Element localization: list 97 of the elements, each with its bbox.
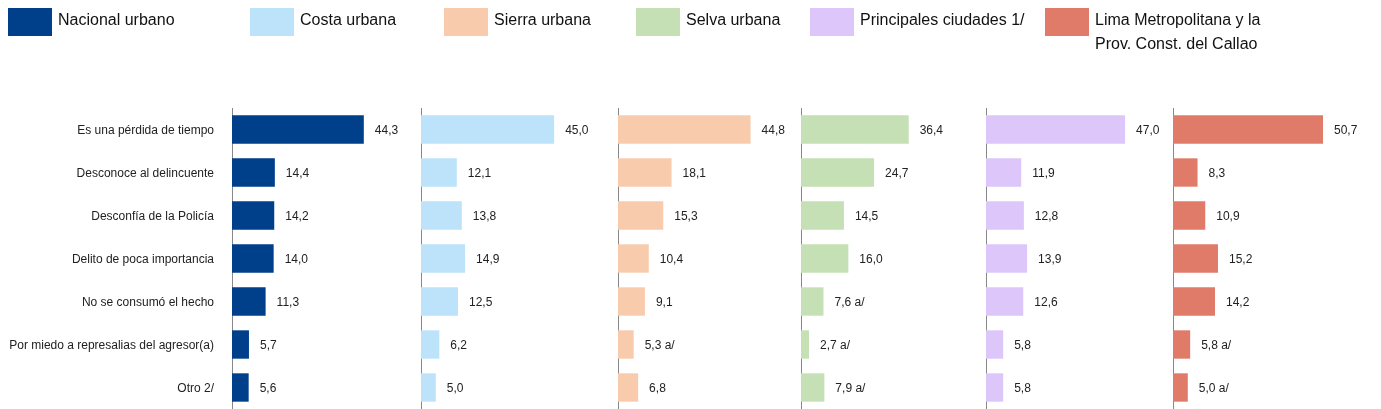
bar xyxy=(1173,115,1323,144)
bar xyxy=(232,115,364,144)
data-label: 12,1 xyxy=(467,165,492,180)
bar xyxy=(1173,201,1206,230)
bar xyxy=(801,244,849,273)
data-label: 18,1 xyxy=(682,165,707,180)
y-tick-label: Desconfía de la Policía xyxy=(91,208,215,223)
bar xyxy=(232,373,249,402)
bar xyxy=(421,158,457,187)
y-tick-label: Es una pérdida de tiempo xyxy=(77,122,215,137)
data-label: 44,8 xyxy=(761,122,786,137)
data-label: 45,0 xyxy=(565,122,589,137)
bar xyxy=(618,115,751,144)
data-label: 5,0 xyxy=(446,380,464,395)
y-tick-label: Otro 2/ xyxy=(177,380,215,395)
data-label: 2,7 a/ xyxy=(819,337,851,352)
data-label: 5,8 a/ xyxy=(1201,337,1232,352)
data-label: 14,2 xyxy=(285,208,309,223)
data-label: 14,5 xyxy=(854,208,879,223)
bar xyxy=(1173,158,1198,187)
data-label: 12,8 xyxy=(1034,208,1059,223)
data-label: 9,1 xyxy=(655,294,673,309)
bar xyxy=(421,373,436,402)
data-label: 24,7 xyxy=(885,165,909,180)
bar xyxy=(232,201,275,230)
legend-label: Sierra urbana xyxy=(494,10,591,30)
data-label: 14,4 xyxy=(285,165,310,180)
data-label: 5,6 xyxy=(259,380,277,395)
bar xyxy=(618,373,639,402)
legend-label: Principales ciudades 1/ xyxy=(860,10,1025,30)
bar xyxy=(1173,287,1216,316)
data-label: 14,9 xyxy=(476,251,500,266)
data-label: 12,6 xyxy=(1034,294,1058,309)
bar xyxy=(618,201,664,230)
bar xyxy=(801,115,909,144)
bar xyxy=(986,244,1028,273)
data-label: 10,4 xyxy=(659,251,684,266)
data-label: 5,8 xyxy=(1014,380,1032,395)
bar xyxy=(421,115,555,144)
bar xyxy=(1173,244,1218,273)
data-label: 6,2 xyxy=(450,337,468,352)
bar xyxy=(986,287,1024,316)
bar xyxy=(618,244,649,273)
data-label: 8,3 xyxy=(1208,165,1226,180)
data-label: 5,7 xyxy=(259,337,277,352)
data-label: 5,3 a/ xyxy=(644,337,676,352)
data-label: 15,3 xyxy=(674,208,698,223)
data-label: 10,9 xyxy=(1216,208,1240,223)
legend-label: Costa urbana xyxy=(300,10,397,30)
bar xyxy=(1173,373,1188,402)
bar xyxy=(421,287,458,316)
bar xyxy=(618,330,634,359)
bar xyxy=(986,330,1004,359)
data-label: 14,2 xyxy=(1226,294,1250,309)
data-label: 15,2 xyxy=(1228,251,1253,266)
bar xyxy=(232,244,274,273)
data-label: 44,3 xyxy=(374,122,399,137)
data-label: 13,9 xyxy=(1038,251,1062,266)
bar xyxy=(232,158,275,187)
bar xyxy=(618,287,645,316)
legend-label: Lima Metropolitana y la Prov. Const. del Callao xyxy=(1095,10,1262,54)
data-label: 5,8 xyxy=(1014,337,1032,352)
data-label: 14,0 xyxy=(284,251,309,266)
bar xyxy=(801,201,844,230)
bar xyxy=(232,287,266,316)
y-tick-label: Delito de poca importancia xyxy=(71,251,215,266)
bar xyxy=(986,201,1024,230)
legend-label: Selva urbana xyxy=(686,10,781,30)
bar xyxy=(801,287,824,316)
bar xyxy=(618,158,672,187)
y-tick-label: No se consumó el hecho xyxy=(81,294,215,309)
y-tick-label: Por miedo a represalias del agresor(a) xyxy=(9,337,214,352)
bar xyxy=(801,373,825,402)
data-label: 50,7 xyxy=(1334,122,1358,137)
data-label: 36,4 xyxy=(919,122,944,137)
bar xyxy=(986,158,1022,187)
data-label: 6,8 xyxy=(649,380,667,395)
legend-label: Nacional urbano xyxy=(58,10,175,30)
bar xyxy=(421,330,440,359)
bar xyxy=(801,330,809,359)
bar xyxy=(421,201,462,230)
bar xyxy=(986,115,1126,144)
bar xyxy=(421,244,466,273)
data-label: 47,0 xyxy=(1136,122,1160,137)
data-label: 11,3 xyxy=(276,294,300,309)
data-label: 5,0 a/ xyxy=(1198,380,1230,395)
bar xyxy=(986,373,1004,402)
bar xyxy=(232,330,249,359)
data-label: 12,5 xyxy=(468,294,493,309)
data-label: 7,9 a/ xyxy=(835,380,867,395)
data-label: 11,9 xyxy=(1032,165,1055,180)
data-label: 13,8 xyxy=(472,208,497,223)
y-tick-label: Desconoce al delincuente xyxy=(76,165,215,180)
bar xyxy=(1173,330,1191,359)
bar xyxy=(801,158,875,187)
data-label: 7,6 a/ xyxy=(834,294,866,309)
data-label: 16,0 xyxy=(859,251,884,266)
